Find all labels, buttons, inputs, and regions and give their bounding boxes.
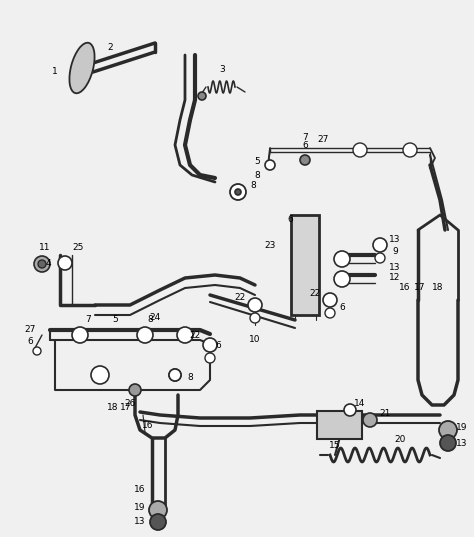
- Text: 17: 17: [120, 403, 132, 412]
- Circle shape: [248, 298, 262, 312]
- Circle shape: [334, 251, 350, 267]
- Text: 19: 19: [134, 504, 146, 512]
- Text: 21: 21: [379, 409, 391, 417]
- Circle shape: [265, 160, 275, 170]
- Text: 7: 7: [85, 316, 91, 324]
- Text: 3: 3: [219, 66, 225, 75]
- Text: 15: 15: [329, 440, 341, 449]
- Circle shape: [325, 308, 335, 318]
- Circle shape: [177, 327, 193, 343]
- Ellipse shape: [69, 43, 95, 93]
- Text: 16: 16: [142, 420, 154, 430]
- Bar: [291, 215, 319, 315]
- Text: 6: 6: [339, 302, 345, 311]
- Text: 1: 1: [52, 68, 58, 76]
- Circle shape: [129, 384, 141, 396]
- Circle shape: [375, 253, 385, 263]
- Text: 16: 16: [134, 485, 146, 495]
- Text: 18: 18: [432, 284, 444, 293]
- Text: 13: 13: [389, 236, 401, 244]
- Text: 25: 25: [73, 243, 84, 252]
- Circle shape: [344, 404, 356, 416]
- Text: 10: 10: [249, 336, 261, 345]
- Circle shape: [235, 189, 241, 195]
- Circle shape: [137, 327, 153, 343]
- Text: 6: 6: [27, 337, 33, 346]
- Circle shape: [72, 327, 88, 343]
- Text: 8: 8: [147, 316, 153, 324]
- Text: 12: 12: [389, 273, 401, 282]
- Text: 8: 8: [187, 374, 193, 382]
- Text: 20: 20: [394, 436, 406, 445]
- Circle shape: [149, 501, 167, 519]
- Text: 8: 8: [254, 171, 260, 179]
- Text: 26: 26: [124, 398, 136, 408]
- Text: 5: 5: [112, 316, 118, 324]
- Circle shape: [169, 369, 181, 381]
- Circle shape: [334, 271, 350, 287]
- Circle shape: [169, 369, 181, 381]
- Text: 6: 6: [215, 340, 221, 350]
- Bar: [318, 411, 363, 439]
- Text: 22: 22: [310, 289, 320, 299]
- Circle shape: [205, 353, 215, 363]
- Text: 6: 6: [302, 141, 308, 149]
- Text: 27: 27: [24, 325, 36, 335]
- Text: 8: 8: [250, 180, 256, 190]
- Text: 9: 9: [392, 248, 398, 257]
- Circle shape: [34, 256, 50, 272]
- Circle shape: [203, 338, 217, 352]
- Circle shape: [363, 413, 377, 427]
- Text: 2: 2: [107, 43, 113, 53]
- Circle shape: [300, 155, 310, 165]
- Circle shape: [150, 514, 166, 530]
- Text: 18: 18: [107, 403, 119, 412]
- Circle shape: [373, 238, 387, 252]
- Text: 6: 6: [287, 215, 293, 224]
- Text: 13: 13: [134, 518, 146, 526]
- Text: 11: 11: [39, 243, 51, 252]
- Circle shape: [439, 421, 457, 439]
- Circle shape: [403, 143, 417, 157]
- Text: 22: 22: [190, 330, 201, 339]
- Circle shape: [198, 92, 206, 100]
- Circle shape: [353, 143, 367, 157]
- Text: 23: 23: [264, 241, 276, 250]
- Circle shape: [33, 347, 41, 355]
- Text: 7: 7: [302, 133, 308, 142]
- Text: 22: 22: [234, 294, 246, 302]
- Circle shape: [230, 184, 246, 200]
- Text: 14: 14: [354, 398, 365, 408]
- Text: 27: 27: [317, 135, 328, 144]
- Circle shape: [250, 313, 260, 323]
- Circle shape: [58, 256, 72, 270]
- Circle shape: [440, 435, 456, 451]
- Circle shape: [91, 366, 109, 384]
- Text: 5: 5: [254, 157, 260, 166]
- Circle shape: [323, 293, 337, 307]
- Text: 24: 24: [149, 314, 161, 323]
- Text: 19: 19: [456, 424, 468, 432]
- Text: 16: 16: [399, 284, 411, 293]
- Text: 13: 13: [389, 264, 401, 272]
- Text: 13: 13: [456, 439, 468, 447]
- Circle shape: [38, 260, 46, 268]
- Text: 4: 4: [45, 258, 51, 267]
- Text: 17: 17: [414, 284, 426, 293]
